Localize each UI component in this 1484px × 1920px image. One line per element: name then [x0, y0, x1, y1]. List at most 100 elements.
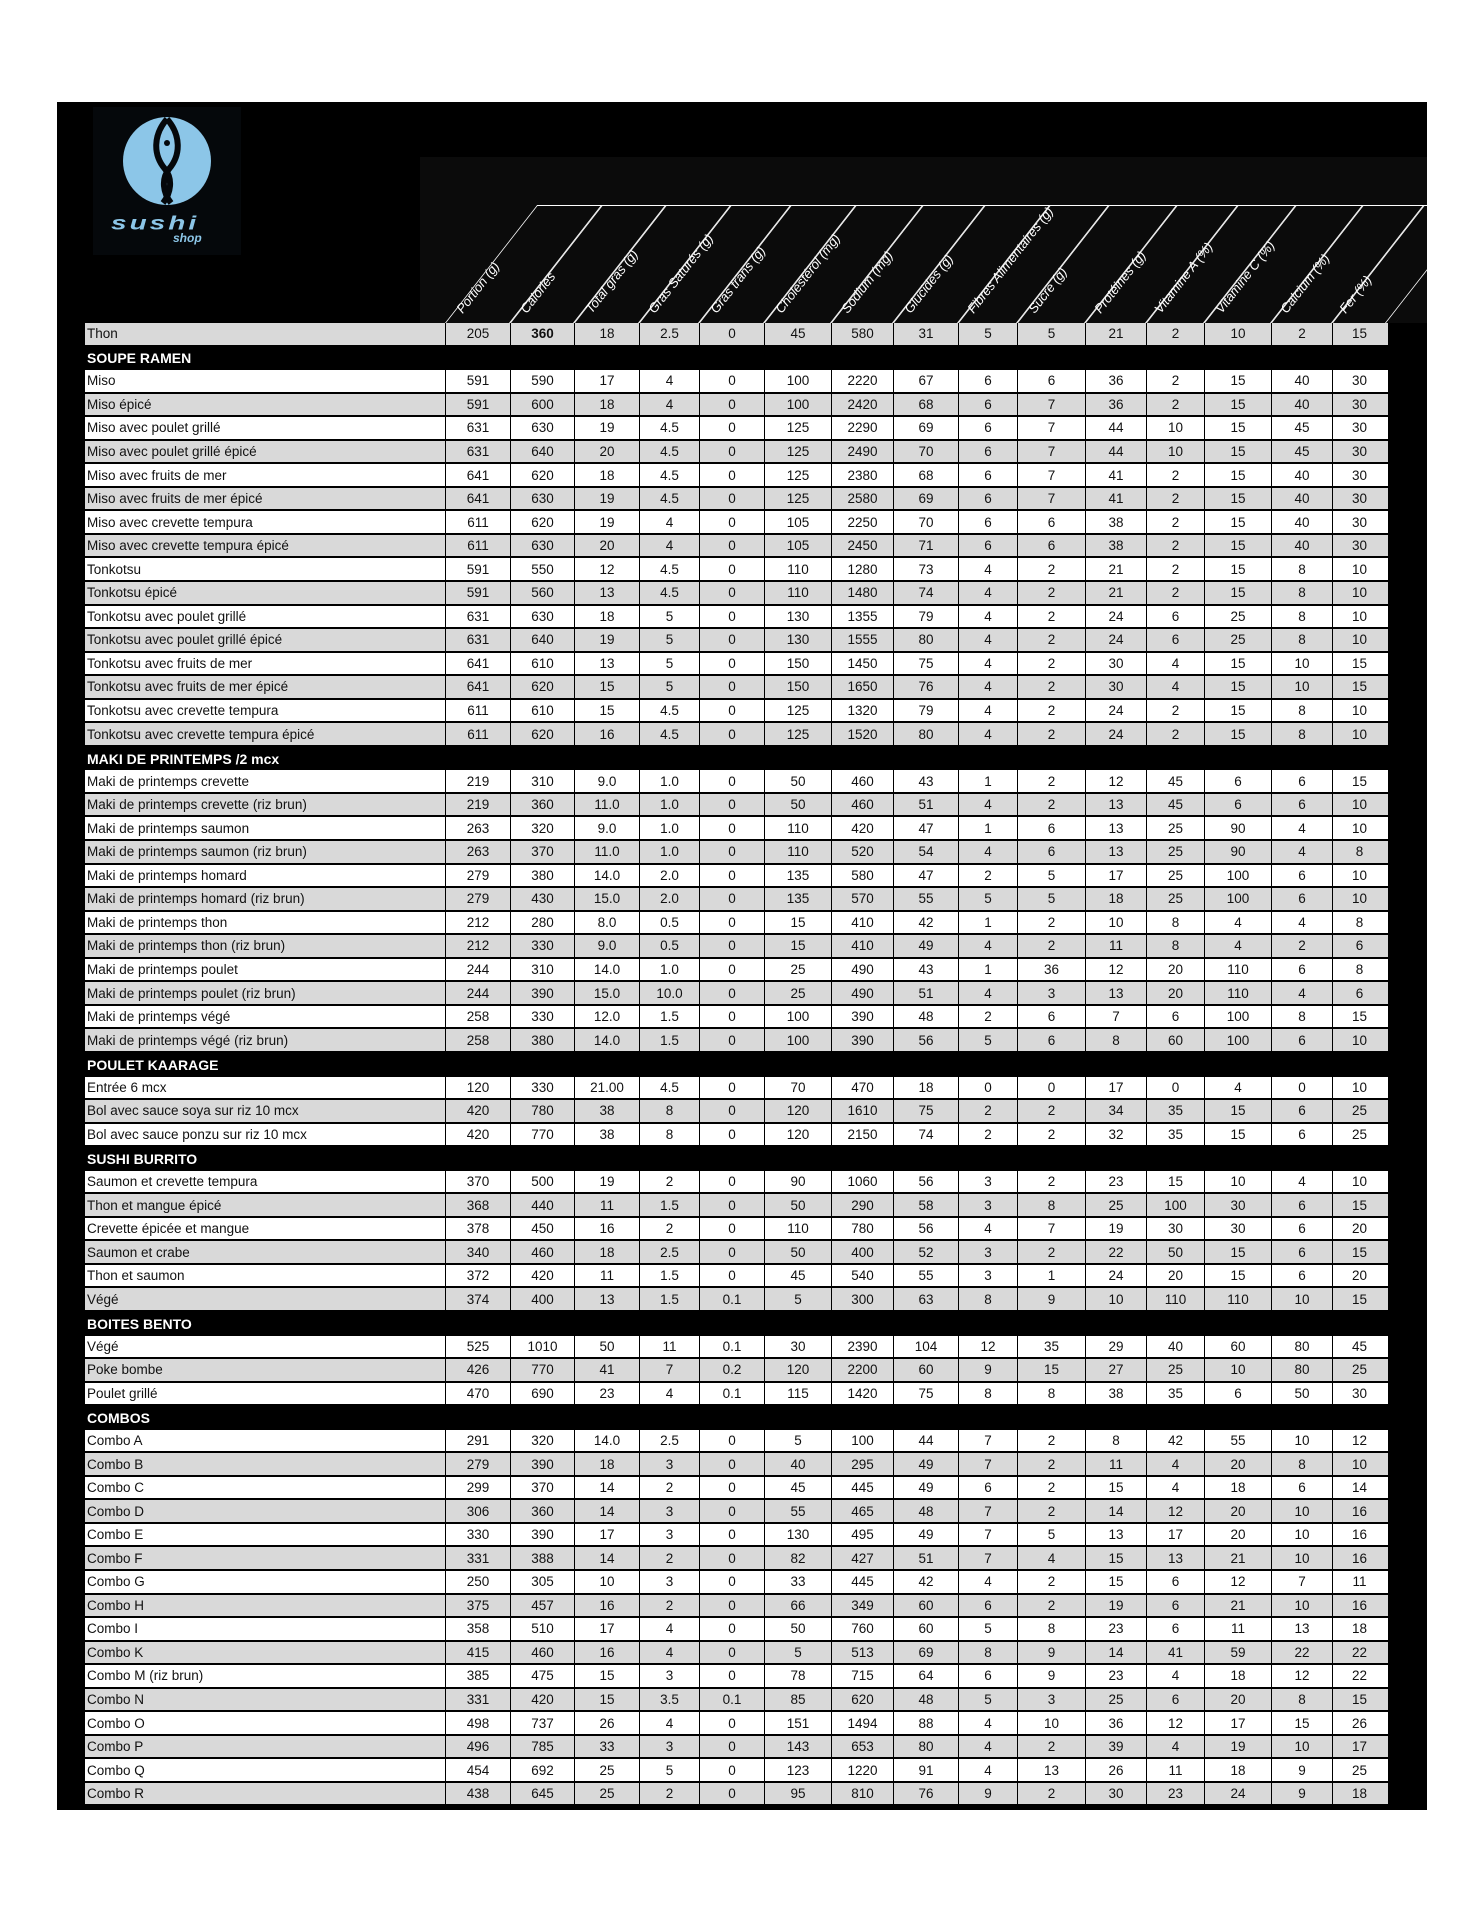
value-cell: 611 [445, 723, 510, 745]
value-cell: 430 [510, 888, 574, 910]
value-cell: 15 [1204, 1241, 1271, 1263]
item-name: Crevette épicée et mangue [87, 1221, 250, 1237]
value-cell: 7 [958, 1453, 1017, 1475]
value-cell: 11 [1204, 1618, 1271, 1640]
value-cell: 390 [510, 1453, 574, 1475]
value-cell: 15 [574, 676, 639, 698]
item-name: Maki de printemps thon [87, 914, 228, 930]
value-cell: 4 [1017, 1547, 1085, 1569]
value-cell: 6 [1271, 770, 1332, 792]
value-cell: 8.0 [574, 911, 639, 934]
value-cell: 110 [1204, 958, 1271, 981]
value-cell: 22 [1332, 1641, 1386, 1664]
value-cell: 212 [445, 911, 510, 934]
value-cell: 13 [574, 652, 639, 675]
value-cell: 70 [893, 440, 958, 463]
value-cell: 105 [764, 511, 831, 533]
value-cell: 2.0 [639, 888, 699, 910]
value-cell: 2 [1146, 464, 1204, 486]
value-cell: 10.0 [639, 982, 699, 1004]
value-cell: 15 [1204, 393, 1271, 416]
value-cell: 785 [510, 1735, 574, 1758]
value-cell: 12 [1204, 1570, 1271, 1593]
value-cell: 60 [893, 1618, 958, 1640]
value-cell: 2 [1017, 1570, 1085, 1593]
value-cell: 10 [1332, 582, 1386, 604]
value-cell: 150 [764, 652, 831, 675]
value-cell: 110 [764, 841, 831, 863]
value-cell: 2 [639, 1217, 699, 1240]
value-cell: 8 [1017, 1618, 1085, 1640]
value-cell: 9 [958, 1359, 1017, 1381]
section-header: POULET KAARAGE [85, 1052, 1388, 1077]
value-cell: 0 [699, 676, 764, 698]
item-name: Thon [87, 326, 118, 342]
table-row: Tonkotsu avec fruits de mer épicé 641 620 1… [85, 676, 1388, 700]
item-name: Saumon et crevette tempura [87, 1173, 258, 1189]
value-cell: 1480 [831, 582, 893, 604]
value-cell: 9.0 [574, 770, 639, 792]
value-cell: 10 [1271, 1594, 1332, 1617]
value-cell: 641 [445, 487, 510, 510]
value-cell: 30 [1332, 534, 1386, 557]
value-cell: 120 [764, 1359, 831, 1381]
value-cell: 55 [764, 1500, 831, 1522]
value-cell: 34 [1085, 1100, 1146, 1122]
value-cell: 331 [445, 1547, 510, 1569]
value-cell: 10 [1271, 652, 1332, 675]
value-cell: 2 [1146, 534, 1204, 557]
value-cell: 4 [639, 534, 699, 557]
value-cell: 490 [831, 958, 893, 981]
value-cell: 30 [1332, 370, 1386, 392]
value-cell: 570 [831, 888, 893, 910]
value-cell: 4.5 [639, 417, 699, 439]
value-cell: 6 [1017, 534, 1085, 557]
value-cell: 8 [1146, 935, 1204, 957]
value-cell: 36 [1085, 393, 1146, 416]
value-cell: 120 [764, 1100, 831, 1122]
value-cell: 1650 [831, 676, 893, 698]
value-cell: 4.5 [639, 699, 699, 722]
value-cell: 12 [1271, 1665, 1332, 1687]
value-cell: 8 [1017, 1194, 1085, 1216]
value-cell: 19 [574, 629, 639, 651]
value-cell: 110 [764, 817, 831, 840]
value-cell: 20 [1146, 982, 1204, 1004]
value-cell: 279 [445, 888, 510, 910]
value-cell: 6 [1271, 888, 1332, 910]
value-cell: 100 [764, 370, 831, 392]
value-cell: 10 [1332, 605, 1386, 628]
value-cell: 340 [445, 1241, 510, 1263]
value-cell: 2 [639, 1594, 699, 1617]
value-cell: 15 [1146, 1170, 1204, 1193]
value-cell: 368 [445, 1194, 510, 1216]
value-cell: 3 [639, 1500, 699, 1522]
value-cell: 18 [574, 323, 639, 345]
value-cell: 2 [958, 1123, 1017, 1146]
table-row: Végé 525 1010 50 11 0.1 30 2390 104 12 35 29 40 60 80 4… [85, 1335, 1388, 1360]
value-cell: 465 [831, 1500, 893, 1522]
value-cell: 68 [893, 393, 958, 416]
value-cell: 4 [958, 676, 1017, 698]
value-cell: 25 [1146, 817, 1204, 840]
value-cell: 0 [699, 440, 764, 463]
value-cell: 4 [1146, 676, 1204, 698]
value-cell: 130 [764, 629, 831, 651]
value-cell: 30 [1332, 440, 1386, 463]
value-cell: 21 [1085, 582, 1146, 604]
value-cell: 600 [510, 393, 574, 416]
value-cell: 0 [699, 1217, 764, 1240]
value-cell: 760 [831, 1618, 893, 1640]
value-cell: 6 [958, 511, 1017, 533]
value-cell: 7 [1017, 464, 1085, 486]
value-cell: 43 [893, 770, 958, 792]
value-cell: 110 [1146, 1288, 1204, 1310]
value-cell: 10 [1085, 911, 1146, 934]
value-cell: 415 [445, 1641, 510, 1664]
value-cell: 2 [1017, 699, 1085, 722]
value-cell: 4.5 [639, 464, 699, 486]
value-cell: 6 [1146, 1570, 1204, 1593]
value-cell: 16 [1332, 1523, 1386, 1546]
value-cell: 60 [893, 1594, 958, 1617]
table-row: Miso avec crevette tempura épicé 611 630 20… [85, 534, 1388, 559]
